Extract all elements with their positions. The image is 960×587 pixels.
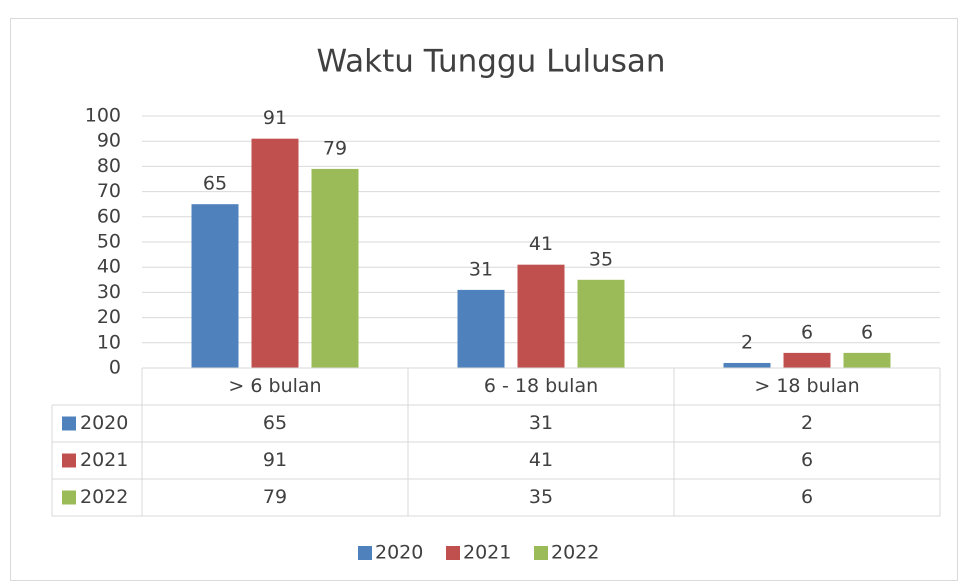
y-tick-label: 90 <box>97 130 121 152</box>
legend-key <box>534 546 548 560</box>
data-label: 79 <box>323 137 347 159</box>
legend-label: 2020 <box>375 542 423 564</box>
chart-title: Waktu Tunggu Lulusan <box>316 44 665 80</box>
data-label: 6 <box>861 321 873 343</box>
bar <box>577 279 625 368</box>
table-cell: 91 <box>263 449 287 471</box>
bar <box>723 362 771 368</box>
bar <box>457 289 505 368</box>
y-tick-label: 100 <box>85 105 121 127</box>
y-tick-label: 20 <box>97 306 121 328</box>
table-cell: 6 <box>801 449 813 471</box>
table-series-name: 2022 <box>80 486 128 508</box>
y-tick-label: 30 <box>97 281 121 303</box>
y-tick-label: 70 <box>97 180 121 202</box>
x-tick-label: 6 - 18 bulan <box>484 375 598 397</box>
data-label: 35 <box>589 248 613 270</box>
table-cell: 79 <box>263 486 287 508</box>
table-cell: 41 <box>529 449 553 471</box>
bar <box>783 352 831 368</box>
data-label: 31 <box>469 258 493 280</box>
y-tick-label: 40 <box>97 256 121 278</box>
data-label: 6 <box>801 321 813 343</box>
data-label: 2 <box>741 331 753 353</box>
table-legend-key <box>62 490 76 505</box>
table-cell: 2 <box>801 412 813 434</box>
x-tick-label: > 18 bulan <box>754 375 859 397</box>
table-series-name: 2020 <box>80 412 128 434</box>
y-tick-label: 10 <box>97 331 121 353</box>
data-label: 41 <box>529 233 553 255</box>
table-legend-key <box>62 453 76 468</box>
y-tick-label: 80 <box>97 155 121 177</box>
legend-key <box>446 546 460 560</box>
y-tick-label: 0 <box>109 357 121 379</box>
table-series-name: 2021 <box>80 449 128 471</box>
bar <box>517 264 565 368</box>
table-cell: 6 <box>801 486 813 508</box>
legend-key <box>358 546 372 560</box>
bar <box>311 168 359 368</box>
legend-label: 2021 <box>463 542 511 564</box>
y-tick-label: 50 <box>97 231 121 253</box>
bar <box>191 204 239 368</box>
data-label: 65 <box>203 173 227 195</box>
table-cell: 35 <box>529 486 553 508</box>
table-legend-key <box>62 416 76 431</box>
table-cell: 31 <box>529 412 553 434</box>
x-tick-label: > 6 bulan <box>228 375 321 397</box>
legend-label: 2022 <box>551 542 599 564</box>
bar <box>843 352 891 368</box>
bar <box>251 138 299 368</box>
table-cell: 65 <box>263 412 287 434</box>
data-label: 91 <box>263 107 287 129</box>
y-tick-label: 60 <box>97 205 121 227</box>
